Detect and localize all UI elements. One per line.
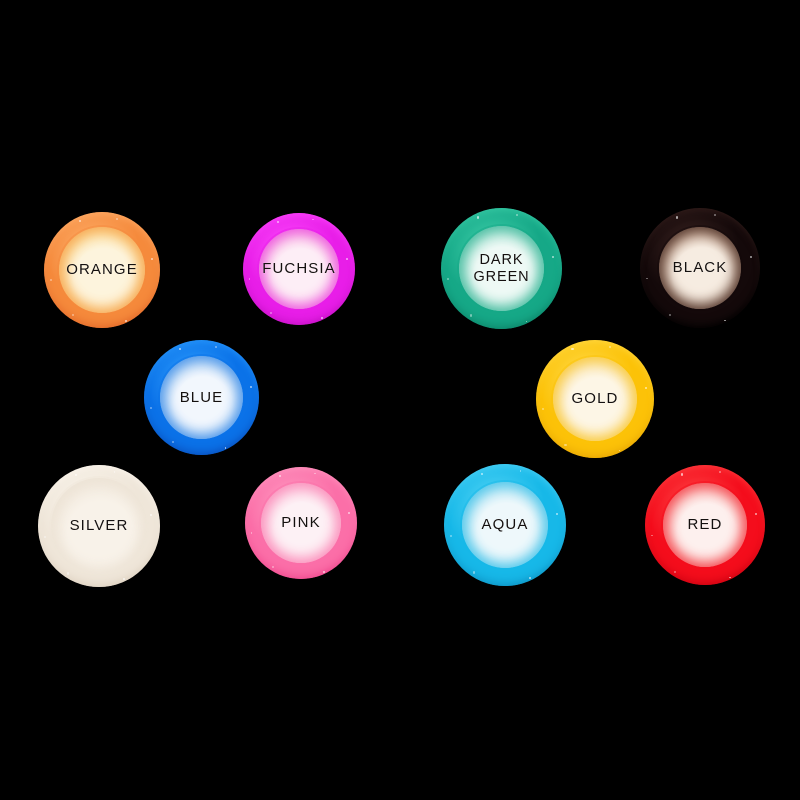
- swatch-well: [259, 229, 339, 309]
- swatch-dark-green[interactable]: DARK GREEN: [441, 208, 562, 329]
- swatch-label: DARK GREEN: [473, 251, 530, 285]
- swatch-label: BLUE: [179, 388, 224, 406]
- swatch-label: FUCHSIA: [262, 260, 336, 278]
- swatch-label: SILVER: [69, 517, 129, 535]
- swatch-label: AQUA: [481, 516, 529, 534]
- swatch-blue[interactable]: BLUE: [144, 340, 259, 455]
- swatch-label: BLACK: [672, 259, 728, 277]
- swatch-red[interactable]: RED: [645, 465, 765, 585]
- swatch-well: [553, 357, 637, 441]
- swatch-orange[interactable]: ORANGE: [44, 212, 160, 328]
- swatch-aqua[interactable]: AQUA: [444, 464, 566, 586]
- swatch-well: [462, 482, 548, 568]
- swatch-pink[interactable]: PINK: [245, 467, 357, 579]
- swatch-label: GOLD: [571, 390, 619, 408]
- swatch-label: PINK: [281, 514, 321, 532]
- swatch-well: [663, 483, 747, 567]
- swatch-label: ORANGE: [66, 261, 138, 279]
- swatch-black[interactable]: BLACK: [640, 208, 760, 328]
- swatch-fuchsia[interactable]: FUCHSIA: [243, 213, 355, 325]
- swatch-well: [659, 227, 741, 309]
- swatch-well: [51, 478, 147, 574]
- swatch-silver[interactable]: SILVER: [38, 465, 160, 587]
- swatch-well: [459, 226, 544, 311]
- swatch-well: [261, 483, 341, 563]
- swatch-gold[interactable]: GOLD: [536, 340, 654, 458]
- swatch-label: RED: [687, 516, 723, 534]
- swatch-well: [59, 227, 145, 313]
- swatch-well: [160, 356, 243, 439]
